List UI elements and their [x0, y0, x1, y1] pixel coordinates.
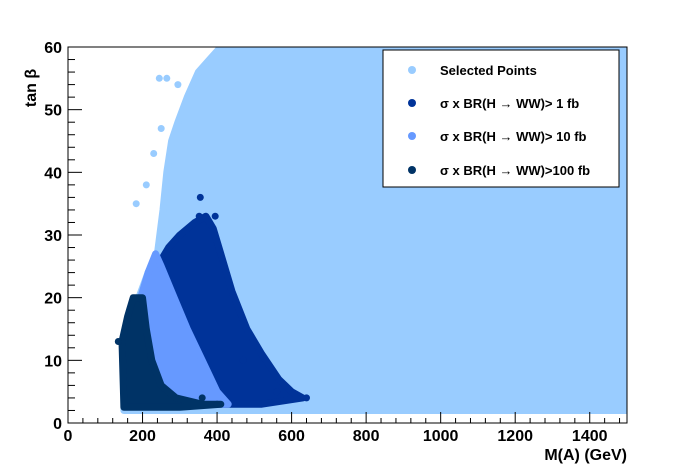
x-tick-label-6: 1200 — [497, 428, 533, 445]
y-tick-label-5: 50 — [44, 103, 62, 120]
legend-marker-0 — [408, 66, 416, 74]
series-0-point-4 — [150, 150, 158, 157]
series-1-point-3 — [239, 356, 247, 364]
legend-marker-2 — [408, 132, 416, 140]
x-tick-label-4: 800 — [353, 428, 380, 445]
legend-label-2: σ x BR(H → WW)> 10 fb — [440, 129, 587, 144]
y-tick-label-1: 10 — [44, 353, 62, 370]
series-3-point-0 — [114, 338, 122, 345]
series-3-point-2 — [213, 400, 221, 408]
series-1-point-4 — [273, 388, 281, 396]
legend-marker-3 — [408, 166, 416, 174]
legend-label-3: σ x BR(H → WW)>100 fb — [440, 163, 590, 178]
series-0-point-6 — [174, 81, 182, 89]
x-tick-label-1: 200 — [129, 428, 156, 445]
x-tick-label-7: 1400 — [572, 428, 608, 445]
legend-box — [382, 49, 620, 188]
legend: Selected Points σ x BR(H → WW)> 1 fb σ x B… — [382, 49, 620, 188]
axes: 0 200 400 600 800 1000 1200 1400 0 10 20 30 40 50 60 — [44, 40, 628, 445]
y-axis-title: tan β — [23, 69, 40, 107]
y-tick-label-3: 30 — [44, 228, 62, 245]
series-1-point-5 — [303, 394, 310, 402]
x-tick-label-5: 1000 — [423, 428, 459, 445]
x-tick-label-3: 600 — [278, 428, 305, 445]
legend-marker-1 — [408, 99, 416, 107]
series-0-point-0 — [155, 74, 163, 82]
series-3 — [114, 294, 225, 411]
series-1-point-2 — [211, 212, 219, 220]
x-tick-label-0: 0 — [64, 428, 73, 445]
series-0-point-1 — [163, 74, 171, 82]
series-0-point-2 — [132, 200, 140, 208]
legend-label-1: σ x BR(H → WW)> 1 fb — [440, 96, 579, 111]
series-3-point-1 — [198, 394, 206, 402]
y-tick-label-2: 20 — [44, 291, 62, 308]
series-0-point-3 — [142, 181, 150, 189]
y-tick-label-4: 40 — [44, 165, 62, 182]
legend-label-0: Selected Points — [440, 63, 537, 78]
series-3-region — [118, 294, 225, 411]
y-tick-label-0: 0 — [53, 416, 62, 433]
series-0-point-5 — [157, 125, 165, 132]
series-1-point-1 — [195, 212, 203, 220]
x-axis-title: M(A) (GeV) — [544, 447, 627, 464]
x-tick-label-2: 400 — [204, 428, 231, 445]
series-1-point-0 — [196, 193, 204, 201]
y-tick-label-6: 60 — [44, 40, 62, 57]
